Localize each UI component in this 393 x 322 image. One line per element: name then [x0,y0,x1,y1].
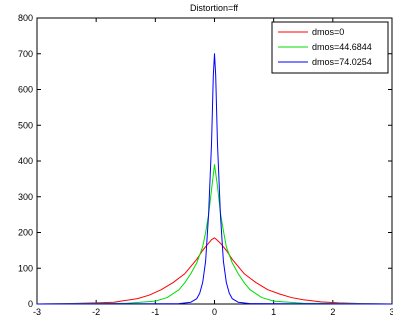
legend-label-2: dmos=74.0254 [312,57,372,67]
y-tick-label: 700 [18,49,33,59]
x-tick-label: -2 [92,307,100,317]
y-tick-label: 200 [18,228,33,238]
y-tick-label: 300 [18,192,33,202]
series-lines [36,53,393,305]
chart-title: Distortion=ff [190,3,239,13]
x-tick-label: 3 [389,307,393,317]
legend-label-0: dmos=0 [312,27,344,37]
axis-ticks: -3 -2 -1 0 1 2 3 0 100 200 300 400 500 600 700 800 [18,13,393,317]
x-tick-label: -3 [33,307,41,317]
y-tick-label: 400 [18,156,33,166]
x-tick-label: 0 [212,307,217,317]
x-tick-label: 2 [330,307,335,317]
y-tick-label: 500 [18,120,33,130]
legend: dmos=0 dmos=44.6844 dmos=74.0254 [271,21,389,74]
y-tick-label: 600 [18,85,33,95]
x-tick-label: 1 [271,307,276,317]
series-line-2 [36,53,393,305]
series-line-1 [36,164,393,305]
legend-label-1: dmos=44.6844 [312,42,372,52]
y-tick-label: 800 [18,13,33,23]
series-line-0 [36,237,393,305]
x-tick-label: -1 [151,307,159,317]
y-tick-label: 0 [28,299,33,309]
y-tick-label: 100 [18,263,33,273]
